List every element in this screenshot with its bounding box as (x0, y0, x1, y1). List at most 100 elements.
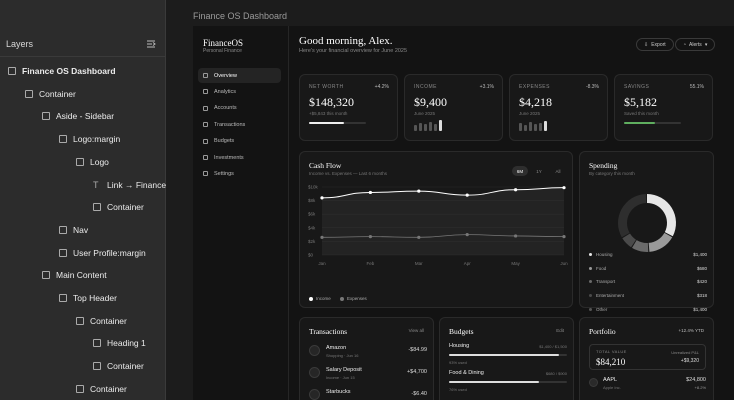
layer-row[interactable]: Top Header (59, 288, 117, 308)
layout-icon (76, 157, 84, 166)
budgets-card: Budgets Edit Housing $1,400 / $1,500 93% u… (439, 317, 574, 400)
spending-row: Other $1,400 (589, 307, 707, 317)
dollar-icon (309, 367, 320, 378)
y-tick-label: $6k (308, 212, 316, 217)
kpi-bar (529, 122, 532, 131)
layer-row[interactable]: Nav (59, 220, 88, 240)
nav-item-settings[interactable]: Settings (198, 166, 281, 181)
expenses-swatch (340, 296, 344, 301)
kpi-progress-track (309, 122, 366, 124)
portfolio-ytd: +12.4% YTD (678, 328, 704, 333)
kpi-sub: June 2025 (414, 111, 436, 116)
layer-label: Link → Finance (107, 179, 167, 190)
nav-label: Transactions (214, 121, 246, 128)
layer-row[interactable]: Container (76, 311, 127, 331)
budget-pct: 76% used (449, 387, 467, 392)
range-tab-1y[interactable]: 1Y (536, 168, 542, 174)
transaction-amount: -$84.99 (408, 347, 427, 353)
legend-expenses: Expenses (340, 296, 367, 301)
frame-icon (8, 67, 16, 75)
donut-slice-entertainment (622, 233, 636, 248)
category-value: $1,400 (693, 252, 707, 257)
collapse-icon[interactable] (146, 39, 156, 49)
trend-icon (203, 155, 208, 160)
cashflow-subtitle: Income vs. Expenses — Last 6 months (309, 171, 388, 176)
spending-subtitle: By category this month (589, 171, 635, 176)
nav-item-budgets[interactable]: Budgets (198, 134, 281, 149)
layer-label: Aside - Sidebar (56, 111, 115, 122)
budget-name: Food & Dining (449, 370, 484, 376)
frame-title[interactable]: Finance OS Dashboard (193, 11, 288, 21)
layer-row[interactable]: T Link → Finance (93, 175, 166, 195)
layout-icon (25, 89, 33, 98)
users-icon (203, 122, 208, 128)
logo[interactable]: FinanceOS (203, 38, 243, 48)
layer-row[interactable]: Container (93, 197, 144, 217)
alerts-button[interactable]: ◔ Alerts ▾ (675, 38, 716, 51)
category-name: Food (596, 265, 607, 271)
donut-slice-other (618, 194, 647, 238)
category-value: $1,400 (693, 306, 707, 312)
cashflow-card: Cash Flow Income vs. Expenses — Last 6 m… (299, 151, 573, 308)
range-tab-6m[interactable]: 6M (512, 166, 528, 176)
nav-item-investments[interactable]: Investments (198, 150, 281, 165)
holding-name: Apple Inc. (603, 385, 621, 390)
layer-row[interactable]: Container (25, 84, 76, 104)
layer-row[interactable]: Finance OS Dashboard (8, 61, 116, 81)
category-swatch (589, 294, 592, 298)
kpi-progress-track (624, 122, 681, 124)
export-button[interactable]: ⇩ Export (636, 38, 674, 51)
kpi-bar (419, 123, 422, 131)
greeting-subtitle: Here's your financial overview for June … (299, 48, 408, 54)
data-point-income (320, 196, 324, 200)
layout-icon (59, 225, 67, 234)
target-icon (203, 138, 208, 144)
spending-title: Spending (589, 161, 618, 170)
holding-row[interactable]: AAPL Apple Inc. $24,800 +8.2% (589, 376, 706, 394)
y-tick-label: $4k (308, 225, 316, 230)
layer-row[interactable]: Heading 1 (93, 333, 146, 353)
layer-row[interactable]: Container (76, 379, 127, 399)
category-value: $318 (696, 293, 707, 299)
series-line-income (321, 187, 565, 199)
layout-icon (59, 294, 67, 302)
layer-row[interactable]: Logo:margin (59, 129, 120, 149)
kpi-sub: +$5,843 this month (309, 111, 348, 116)
layer-row[interactable]: Aside - Sidebar (42, 106, 114, 126)
layer-row[interactable]: User Profile:margin (59, 243, 146, 263)
legend-income-label: Income (316, 296, 331, 301)
transaction-row[interactable]: Starbucks -$6.40 (309, 387, 427, 400)
layer-label: User Profile:margin (73, 247, 146, 258)
category-swatch (589, 307, 592, 311)
data-point-income (368, 190, 372, 195)
budget-track (449, 381, 567, 383)
donut-slice-transport (632, 240, 649, 252)
dashboard-frame: FinanceOS Personal Finance Overview Analy… (193, 26, 734, 400)
layer-row[interactable]: Main Content (42, 265, 107, 285)
transaction-row[interactable]: Amazon Shopping · Jun 16 -$84.99 (309, 343, 427, 363)
nav-item-accounts[interactable]: Accounts (198, 101, 281, 116)
range-tab-all[interactable]: All (555, 168, 561, 174)
view-all-link[interactable]: View all (408, 328, 424, 333)
transaction-row[interactable]: Salary Deposit Income · Jun 15 +$4,700 (309, 365, 427, 385)
kpi-bar (524, 124, 527, 131)
layout-icon (42, 271, 50, 280)
wallet-icon (203, 105, 208, 111)
series-line-expenses (321, 234, 565, 238)
nav-item-overview[interactable]: Overview (198, 68, 281, 83)
layer-row[interactable]: Container (93, 356, 144, 376)
layer-row[interactable]: Logo (76, 152, 109, 172)
layout-icon (76, 384, 84, 393)
nav-item-analytics[interactable]: Analytics (198, 84, 281, 99)
nav-item-transactions[interactable]: Transactions (198, 117, 281, 132)
kpi-bar (424, 124, 427, 131)
unrealized-value: +$9,320 (680, 358, 699, 364)
transaction-amount: +$4,700 (406, 369, 427, 375)
nav-label: Analytics (214, 88, 237, 95)
logo-tagline: Personal Finance (203, 48, 242, 54)
data-point-expenses (417, 235, 421, 239)
edit-budgets-link[interactable]: Edit (556, 328, 564, 333)
category-value: $420 (696, 279, 707, 285)
category-name: Housing (596, 252, 613, 257)
layer-label: Logo (90, 156, 109, 167)
